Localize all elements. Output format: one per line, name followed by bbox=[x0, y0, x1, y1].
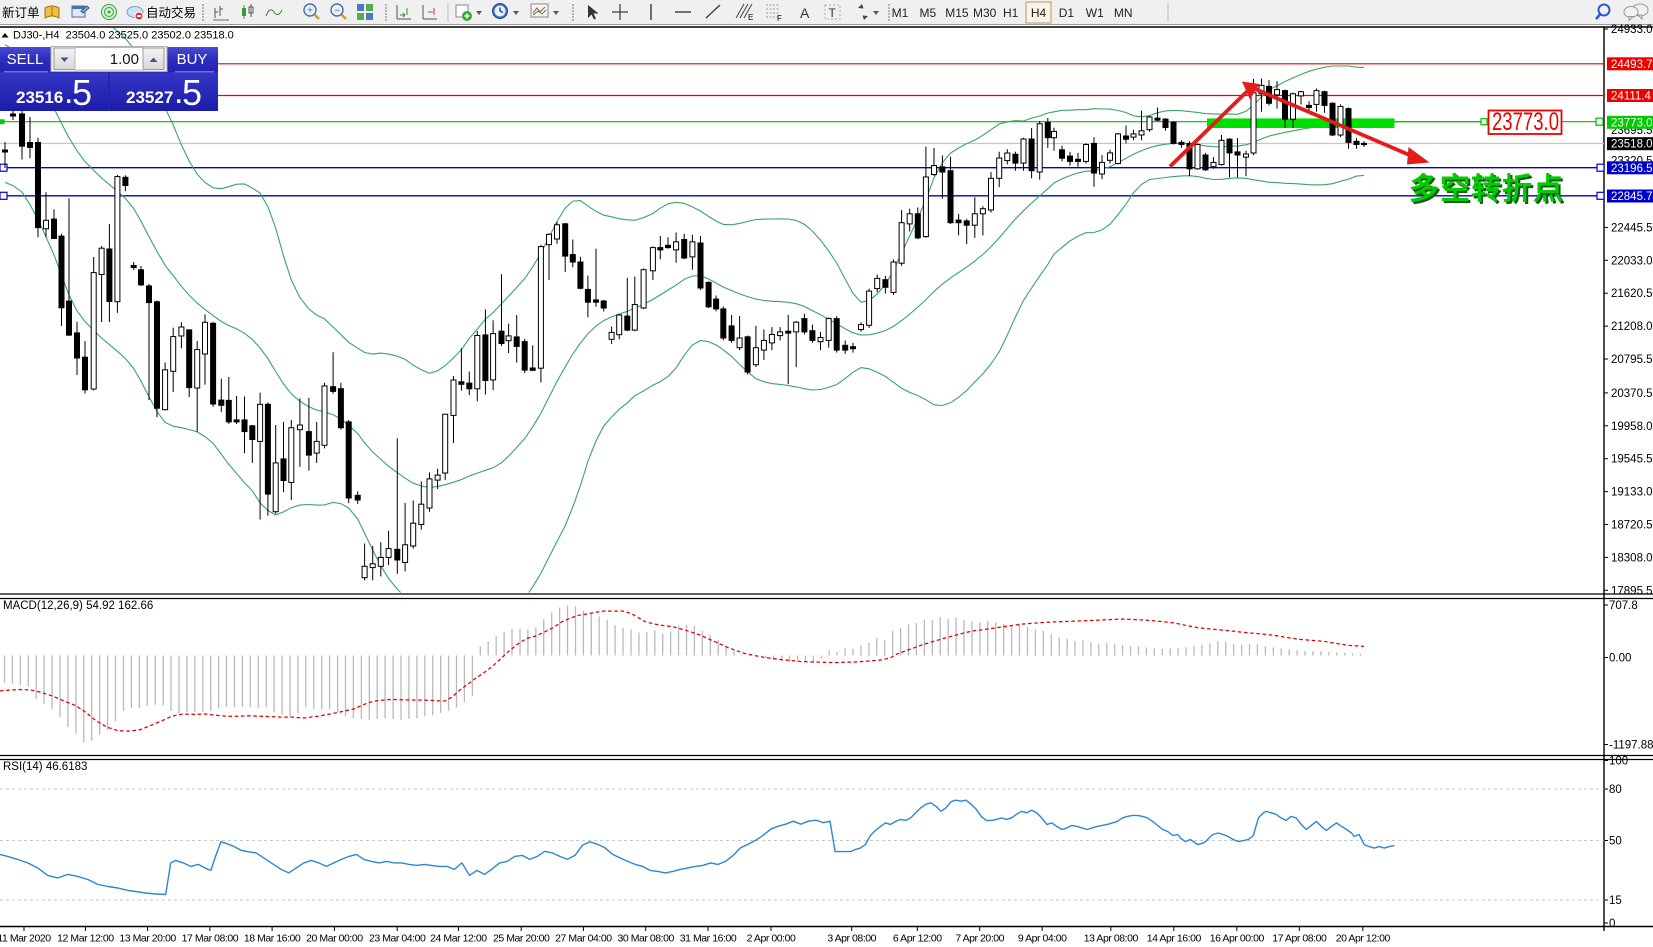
svg-text:新订单: 新订单 bbox=[2, 5, 40, 20]
svg-text:M30: M30 bbox=[973, 6, 997, 20]
svg-text:19545.5: 19545.5 bbox=[1611, 454, 1653, 466]
svg-text:多空转折点: 多空转折点 bbox=[1409, 173, 1564, 206]
svg-text:23527: 23527 bbox=[126, 88, 173, 107]
svg-text:23773.0: 23773.0 bbox=[1611, 117, 1653, 129]
svg-text:13 Mar 20:00: 13 Mar 20:00 bbox=[119, 933, 176, 945]
svg-text:.: . bbox=[64, 73, 73, 111]
svg-text:5: 5 bbox=[72, 72, 92, 113]
svg-text:11 Mar 2020: 11 Mar 2020 bbox=[0, 933, 51, 945]
svg-text:多空转折点: 多空转折点 bbox=[1411, 175, 1566, 208]
svg-text:0.00: 0.00 bbox=[1609, 653, 1631, 665]
svg-text:50: 50 bbox=[1609, 836, 1622, 848]
svg-text:0: 0 bbox=[1609, 918, 1615, 930]
svg-text:20370.5: 20370.5 bbox=[1611, 388, 1653, 400]
svg-text:5: 5 bbox=[182, 72, 202, 113]
svg-text:BUY: BUY bbox=[177, 51, 208, 68]
svg-text:18308.0: 18308.0 bbox=[1611, 552, 1653, 564]
svg-text:M1: M1 bbox=[892, 6, 909, 20]
svg-text:21620.5: 21620.5 bbox=[1611, 288, 1653, 300]
svg-text:23516: 23516 bbox=[16, 88, 63, 107]
svg-text:22445.5: 22445.5 bbox=[1611, 222, 1653, 234]
svg-text:17 Apr 08:00: 17 Apr 08:00 bbox=[1272, 933, 1327, 945]
svg-text:12 Mar 12:00: 12 Mar 12:00 bbox=[57, 933, 114, 945]
svg-text:-1197.88: -1197.88 bbox=[1609, 740, 1653, 752]
svg-text:3 Apr 08:00: 3 Apr 08:00 bbox=[827, 933, 876, 945]
svg-text:13 Apr 08:00: 13 Apr 08:00 bbox=[1084, 933, 1139, 945]
svg-text:.: . bbox=[174, 73, 183, 111]
svg-text:24933.0: 24933.0 bbox=[1611, 24, 1653, 36]
svg-text:2 Apr 00:00: 2 Apr 00:00 bbox=[747, 933, 796, 945]
svg-text:23196.5: 23196.5 bbox=[1611, 163, 1653, 175]
svg-text:20 Apr 12:00: 20 Apr 12:00 bbox=[1336, 933, 1391, 945]
svg-text:+: + bbox=[307, 6, 313, 17]
svg-text:E: E bbox=[748, 13, 753, 22]
svg-text:80: 80 bbox=[1609, 784, 1622, 796]
svg-text:22033.0: 22033.0 bbox=[1611, 255, 1653, 267]
svg-text:24493.7: 24493.7 bbox=[1611, 59, 1653, 71]
svg-text:6 Apr 12:00: 6 Apr 12:00 bbox=[893, 933, 942, 945]
svg-text:F: F bbox=[777, 14, 782, 23]
svg-text:1.00: 1.00 bbox=[110, 51, 139, 68]
svg-text:14 Apr 16:00: 14 Apr 16:00 bbox=[1147, 933, 1202, 945]
svg-text:M5: M5 bbox=[919, 6, 936, 20]
svg-text:RSI(14) 46.6183: RSI(14) 46.6183 bbox=[3, 761, 87, 773]
svg-text:31 Mar 16:00: 31 Mar 16:00 bbox=[680, 933, 737, 945]
svg-text:MACD(12,26,9) 54.92 162.66: MACD(12,26,9) 54.92 162.66 bbox=[3, 600, 153, 612]
svg-text:18 Mar 16:00: 18 Mar 16:00 bbox=[244, 933, 301, 945]
svg-text:7 Apr 20:00: 7 Apr 20:00 bbox=[955, 933, 1004, 945]
svg-text:23773.0: 23773.0 bbox=[1492, 108, 1559, 136]
svg-text:17 Mar 08:00: 17 Mar 08:00 bbox=[182, 933, 239, 945]
svg-text:H1: H1 bbox=[1003, 6, 1019, 20]
svg-text:18720.5: 18720.5 bbox=[1611, 520, 1653, 532]
svg-text:−: − bbox=[334, 6, 340, 17]
svg-text:30 Mar 08:00: 30 Mar 08:00 bbox=[617, 933, 674, 945]
svg-text:707.8: 707.8 bbox=[1609, 600, 1638, 612]
svg-text:19958.0: 19958.0 bbox=[1611, 421, 1653, 433]
svg-text:H4: H4 bbox=[1031, 6, 1047, 20]
svg-text:21208.0: 21208.0 bbox=[1611, 321, 1653, 333]
svg-text:17895.5: 17895.5 bbox=[1611, 585, 1653, 597]
svg-text:D1: D1 bbox=[1059, 6, 1075, 20]
svg-text:24 Mar 12:00: 24 Mar 12:00 bbox=[430, 933, 487, 945]
svg-text:MN: MN bbox=[1114, 6, 1133, 20]
svg-text:15: 15 bbox=[1609, 895, 1622, 907]
svg-text:A: A bbox=[800, 5, 810, 21]
svg-text:23518.0: 23518.0 bbox=[1611, 139, 1653, 151]
svg-text:SELL: SELL bbox=[7, 51, 44, 68]
svg-text:27 Mar 04:00: 27 Mar 04:00 bbox=[555, 933, 612, 945]
svg-text:16 Apr 00:00: 16 Apr 00:00 bbox=[1210, 933, 1265, 945]
svg-text:22845.7: 22845.7 bbox=[1611, 191, 1653, 203]
svg-text:自动交易: 自动交易 bbox=[146, 5, 196, 20]
svg-text:100: 100 bbox=[1609, 756, 1628, 768]
svg-text:20 Mar 00:00: 20 Mar 00:00 bbox=[306, 933, 363, 945]
svg-text:20795.5: 20795.5 bbox=[1611, 354, 1653, 366]
svg-text:M15: M15 bbox=[945, 6, 969, 20]
svg-text:23 Mar 04:00: 23 Mar 04:00 bbox=[369, 933, 426, 945]
svg-text:T: T bbox=[829, 6, 837, 20]
svg-text:24111.4: 24111.4 bbox=[1611, 91, 1651, 103]
svg-text:25 Mar 20:00: 25 Mar 20:00 bbox=[493, 933, 550, 945]
svg-text:DJ30-,H4 23504.0 23525.0 2350: DJ30-,H4 23504.0 23525.0 23502.0 23518.0 bbox=[13, 30, 234, 42]
svg-text:W1: W1 bbox=[1086, 6, 1104, 20]
svg-text:19133.0: 19133.0 bbox=[1611, 487, 1653, 499]
svg-text:9 Apr 04:00: 9 Apr 04:00 bbox=[1018, 933, 1067, 945]
